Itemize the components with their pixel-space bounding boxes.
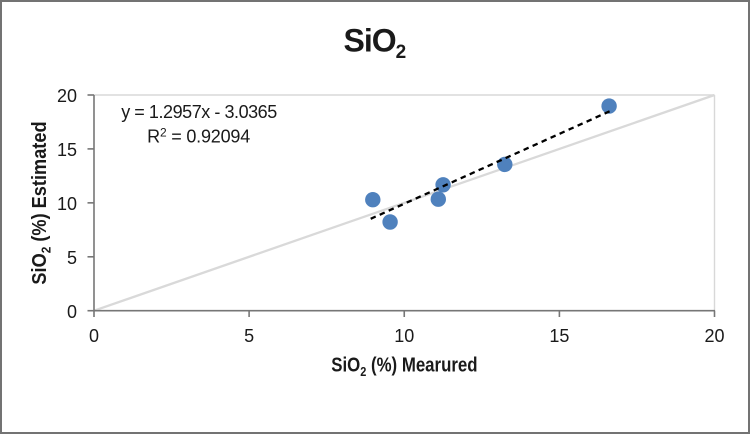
svg-text:5: 5 <box>244 326 254 346</box>
svg-text:R2 = 0.92094: R2 = 0.92094 <box>147 125 250 146</box>
svg-text:20: 20 <box>57 86 77 106</box>
svg-text:5: 5 <box>67 248 77 268</box>
svg-text:20: 20 <box>704 326 724 346</box>
svg-text:SiO2 (%) Mearured: SiO2 (%) Mearured <box>331 353 477 379</box>
svg-text:SiO2 (%) Estimated: SiO2 (%) Estimated <box>29 121 53 284</box>
svg-text:10: 10 <box>57 194 77 214</box>
svg-text:y = 1.2957x - 3.0365: y = 1.2957x - 3.0365 <box>121 102 277 122</box>
svg-text:15: 15 <box>57 140 77 160</box>
svg-text:10: 10 <box>394 326 414 346</box>
svg-text:15: 15 <box>549 326 569 346</box>
svg-text:0: 0 <box>67 302 77 322</box>
svg-text:0: 0 <box>89 326 99 346</box>
